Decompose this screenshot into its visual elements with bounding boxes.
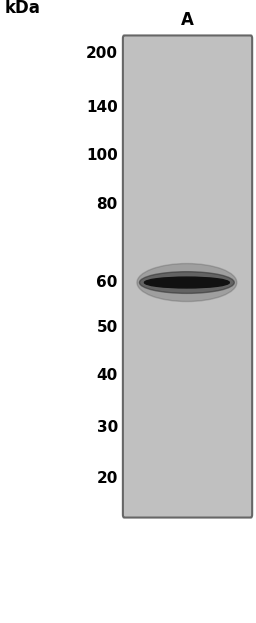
Text: 200: 200 — [86, 46, 118, 61]
Ellipse shape — [140, 272, 234, 293]
Text: 30: 30 — [97, 420, 118, 435]
Text: 50: 50 — [97, 320, 118, 335]
Text: 100: 100 — [86, 148, 118, 163]
Text: kDa: kDa — [5, 0, 41, 17]
Text: 140: 140 — [86, 100, 118, 115]
Text: 40: 40 — [97, 368, 118, 383]
Text: 80: 80 — [97, 197, 118, 212]
Ellipse shape — [137, 264, 237, 302]
Text: 60: 60 — [97, 275, 118, 290]
FancyBboxPatch shape — [123, 36, 252, 518]
Text: 20: 20 — [97, 471, 118, 486]
Ellipse shape — [144, 277, 229, 288]
Text: A: A — [181, 11, 194, 29]
